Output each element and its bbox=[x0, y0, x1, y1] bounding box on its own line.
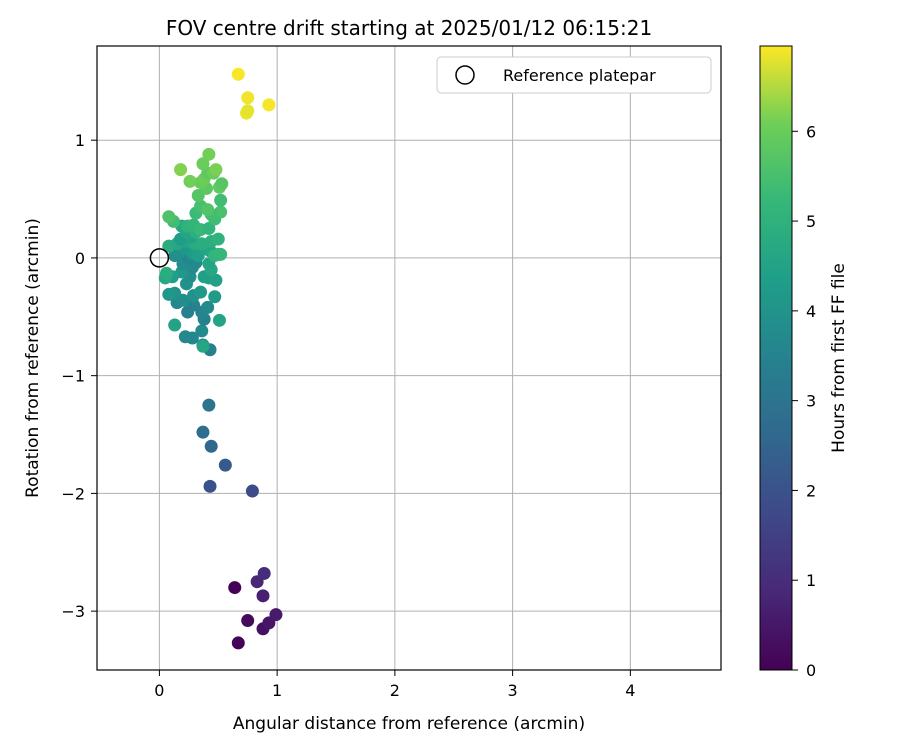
data-point bbox=[202, 398, 216, 412]
y-tick-label: −3 bbox=[61, 602, 85, 621]
y-tick-label: −2 bbox=[61, 484, 85, 503]
data-point bbox=[262, 98, 276, 112]
data-point bbox=[201, 300, 215, 314]
data-point bbox=[194, 285, 208, 299]
data-point bbox=[208, 290, 222, 304]
data-points bbox=[158, 67, 283, 650]
plot-frame bbox=[96, 45, 722, 671]
grid bbox=[97, 46, 721, 670]
data-point bbox=[181, 305, 195, 319]
data-point bbox=[178, 330, 192, 344]
colorbar-tick-label: 0 bbox=[806, 661, 816, 680]
chart-title: FOV centre drift starting at 2025/01/12 … bbox=[166, 16, 652, 40]
legend: Reference platepar bbox=[436, 56, 712, 94]
data-point bbox=[203, 479, 217, 493]
colorbar-tick-label: 5 bbox=[806, 212, 816, 231]
colorbar-tick-label: 3 bbox=[806, 392, 816, 411]
data-point bbox=[204, 439, 218, 453]
data-point bbox=[168, 318, 182, 332]
data-point bbox=[162, 287, 176, 301]
colorbar-tick-label: 4 bbox=[806, 302, 816, 321]
x-tick-label: 4 bbox=[625, 681, 635, 700]
x-tick-label: 3 bbox=[508, 681, 518, 700]
data-point bbox=[183, 174, 197, 188]
data-point bbox=[212, 313, 226, 327]
data-point bbox=[214, 193, 228, 207]
data-point bbox=[257, 566, 271, 580]
data-point bbox=[162, 210, 176, 224]
data-point bbox=[245, 484, 259, 498]
data-point bbox=[211, 232, 225, 246]
data-point bbox=[241, 91, 255, 105]
legend-marker bbox=[455, 65, 475, 85]
data-point bbox=[202, 147, 216, 161]
x-tick-label: 0 bbox=[154, 681, 164, 700]
data-point bbox=[196, 157, 210, 171]
data-point bbox=[202, 221, 216, 235]
x-axis-label: Angular distance from reference (arcmin) bbox=[233, 714, 585, 734]
data-point bbox=[218, 458, 232, 472]
colorbar-tick-label: 6 bbox=[806, 122, 816, 141]
colorbar-gradient bbox=[759, 45, 793, 671]
x-axis-ticks: 0 1 2 3 4 bbox=[154, 670, 635, 700]
legend-box bbox=[436, 56, 712, 94]
colorbar: 0 1 2 3 4 5 6 Hours from first FF file bbox=[759, 45, 849, 680]
y-tick-label: 0 bbox=[75, 249, 85, 268]
data-point bbox=[269, 608, 283, 622]
legend-label: Reference platepar bbox=[503, 66, 656, 85]
data-point bbox=[196, 425, 210, 439]
data-point bbox=[231, 636, 245, 650]
data-point bbox=[159, 266, 173, 280]
y-axis-label: Rotation from reference (arcmin) bbox=[23, 218, 43, 498]
data-point bbox=[201, 203, 215, 217]
data-point bbox=[241, 104, 255, 118]
colorbar-ticks: 0 1 2 3 4 5 6 bbox=[792, 122, 816, 680]
colorbar-label: Hours from first FF file bbox=[829, 263, 849, 453]
data-point bbox=[256, 589, 270, 603]
data-point bbox=[228, 581, 242, 595]
y-tick-label: −1 bbox=[61, 367, 85, 386]
data-point bbox=[209, 163, 223, 177]
data-point bbox=[241, 614, 255, 628]
data-point bbox=[209, 273, 223, 287]
colorbar-tick-label: 1 bbox=[806, 571, 816, 590]
data-point bbox=[231, 67, 245, 81]
data-point bbox=[215, 177, 229, 191]
y-tick-label: 1 bbox=[75, 131, 85, 150]
reference-platepar-marker bbox=[149, 248, 170, 268]
x-tick-label: 1 bbox=[272, 681, 282, 700]
data-point bbox=[195, 324, 209, 338]
data-point bbox=[174, 163, 188, 177]
y-axis-ticks: −3 −2 −1 0 1 bbox=[61, 131, 97, 621]
data-point bbox=[196, 339, 210, 353]
colorbar-tick-label: 2 bbox=[806, 481, 816, 500]
data-point bbox=[214, 247, 228, 261]
x-tick-label: 2 bbox=[390, 681, 400, 700]
